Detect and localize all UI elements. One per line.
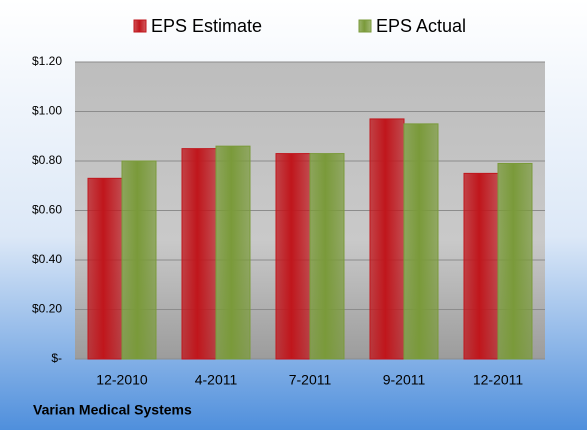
- legend-label: EPS Estimate: [151, 16, 262, 36]
- legend-swatch: [133, 19, 147, 33]
- legend-swatch: [358, 19, 372, 33]
- bar: [121, 160, 157, 360]
- bar: [181, 148, 217, 360]
- x-tick-label: 7-2011: [289, 372, 332, 388]
- y-tick-label: $1.00: [32, 104, 62, 118]
- x-tick-label: 12-2010: [96, 372, 148, 388]
- bar: [403, 123, 439, 360]
- y-tick-label: $-: [51, 351, 62, 365]
- bar: [87, 177, 123, 360]
- source: Varian Medical Systems: [33, 402, 192, 418]
- y-tick-label: $0.20: [32, 302, 62, 316]
- y-tick-label: $0.80: [32, 153, 62, 167]
- x-tick-label: 9-2011: [383, 372, 426, 388]
- bar: [275, 153, 311, 360]
- x-tick-label: 12-2011: [473, 372, 524, 388]
- bar: [309, 153, 345, 360]
- bar: [463, 172, 499, 360]
- x-tick-label: 4-2011: [195, 372, 238, 388]
- legend-label: EPS Actual: [376, 16, 466, 36]
- bar: [369, 118, 405, 360]
- y-tick-label: $1.20: [32, 54, 62, 68]
- y-tick-label: $0.40: [32, 252, 62, 266]
- bar: [497, 162, 533, 360]
- bar: [215, 145, 251, 360]
- y-tick-label: $0.60: [32, 203, 62, 217]
